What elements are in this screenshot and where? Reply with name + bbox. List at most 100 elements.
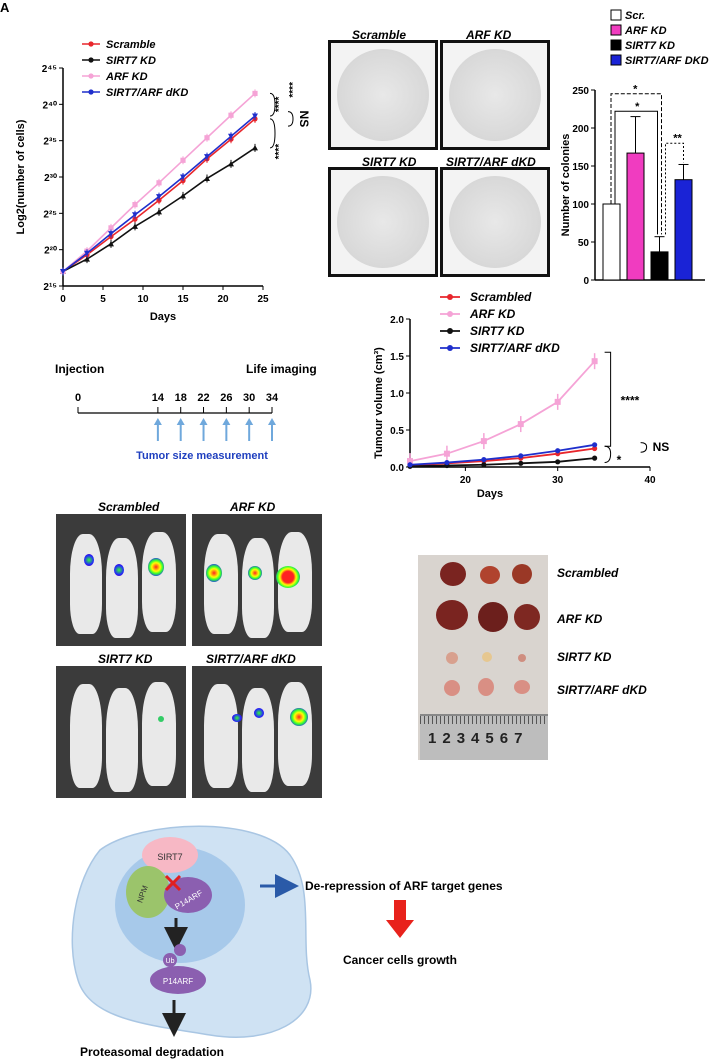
imaging-label-arf: ARF KD	[230, 500, 276, 514]
timeline-arrowhead	[153, 418, 162, 425]
degradation-text: Proteasomal degradation	[80, 1045, 224, 1059]
sig-label: ****	[274, 96, 285, 112]
y-tick-label: 0.0	[390, 463, 404, 474]
sig-label: *	[635, 101, 640, 113]
data-point	[518, 460, 524, 466]
tumor	[482, 652, 492, 662]
timeline-arrowhead	[176, 418, 185, 425]
plate-label-arf: ARF KD	[466, 28, 512, 42]
imaging-photo-dkd	[192, 666, 322, 798]
y-tick-label: 0.5	[390, 426, 404, 437]
data-point	[204, 175, 210, 181]
sig-label: ****	[621, 393, 640, 407]
ub-label: Ub	[166, 958, 175, 965]
data-point	[517, 421, 524, 428]
legend-marker	[447, 294, 453, 300]
sig-bracket	[604, 351, 612, 447]
timeline-tick-label: 34	[266, 392, 279, 404]
imaging-label-sirt7: SIRT7 KD	[98, 652, 153, 666]
series-line	[409, 457, 595, 468]
y-tick-label: 2¹⁵	[43, 282, 57, 293]
timeline-end-label: Life imaging	[246, 362, 317, 376]
data-point	[592, 445, 598, 452]
imaging-photo-arf	[192, 514, 322, 646]
data-point	[443, 450, 450, 457]
y-tick-label: 1.5	[390, 352, 404, 363]
data-point	[132, 202, 138, 208]
tumor	[512, 564, 532, 584]
x-tick-label: 15	[177, 294, 189, 305]
sig-bracket	[269, 92, 276, 117]
legend-label: Scr.	[625, 10, 645, 22]
blocked-cross-icon	[164, 874, 182, 892]
x-tick-label: 20	[460, 475, 472, 486]
data-point	[180, 157, 186, 163]
sig-label: **	[673, 133, 682, 145]
tumor	[478, 602, 508, 632]
sig-label: ****	[274, 144, 285, 160]
data-point	[252, 90, 258, 97]
sig-bracket	[269, 118, 276, 149]
data-point	[180, 192, 186, 199]
legend-marker	[447, 328, 453, 334]
cancer-growth-text: Cancer cells growth	[343, 953, 457, 967]
data-point	[555, 448, 561, 454]
sirt7-protein	[142, 837, 198, 873]
timeline-start-label: Injection	[55, 362, 104, 376]
x-tick-label: 0	[60, 294, 66, 305]
legend-label: ARF KD	[469, 307, 516, 321]
tumor	[440, 562, 466, 586]
x-tick-label: 30	[552, 475, 564, 486]
tumor	[518, 654, 526, 662]
colony-plate-sirt7	[328, 167, 438, 277]
timeline-tick-label: 30	[243, 392, 255, 404]
imaging-label-scrambled: Scrambled	[98, 500, 160, 514]
sig-bracket	[665, 142, 684, 235]
imaging-label-dkd: SIRT7/ARF dKD	[206, 652, 296, 666]
data-point	[481, 462, 487, 468]
data-point	[555, 459, 561, 465]
y-axis-label: Tumour volume (cm³)	[373, 347, 385, 459]
legend-marker	[88, 89, 94, 95]
ruler: 1234567	[420, 714, 548, 760]
ub-tag	[174, 944, 186, 956]
timeline-caption: Tumor size measurement	[136, 450, 268, 462]
data-point	[592, 442, 598, 448]
ruler-number: 1	[428, 730, 443, 747]
sirt7-label: SIRT7	[157, 852, 182, 862]
tumor	[514, 680, 530, 694]
legend-swatch	[610, 54, 622, 66]
legend-marker	[88, 41, 94, 47]
tumor-label-scrambled: Scrambled	[557, 566, 619, 580]
legend-label: Scramble	[106, 39, 156, 51]
legend-marker	[447, 311, 453, 317]
data-point	[84, 250, 90, 257]
p14arf-lower-label: P14ARF	[163, 977, 193, 986]
ruler-number: 7	[514, 730, 529, 747]
y-tick-label: 2³⁰	[44, 173, 57, 184]
ruler-number: 5	[485, 730, 500, 747]
y-tick-label: 0	[583, 276, 589, 287]
y-tick-label: 2³⁵	[43, 137, 57, 148]
legend-marker	[88, 73, 94, 79]
data-point	[180, 174, 186, 180]
sig-label: ****	[288, 82, 299, 98]
legend-swatch	[610, 39, 622, 51]
data-point	[60, 268, 66, 275]
data-point	[156, 180, 162, 186]
ruler-number: 4	[471, 730, 486, 747]
sig-label: NS	[297, 111, 311, 128]
plate-label-scramble: Scramble	[352, 28, 407, 42]
plate-label-dkd: SIRT7/ARF dKD	[446, 155, 536, 169]
tumor-label-sirt7: SIRT7 KD	[557, 650, 612, 664]
imaging-photo-sirt7	[56, 666, 186, 798]
tumour-volume-chart: 0.0 0.5 1.0 1.5 2.0 20 30 40 Days Tumour volume (…	[373, 290, 669, 500]
y-tick-label: 2.0	[390, 315, 404, 326]
data-point	[518, 453, 524, 459]
timeline-tick-label: 18	[175, 392, 187, 404]
tumor-label-arf: ARF KD	[557, 612, 603, 626]
colony-plate-arf	[440, 40, 550, 150]
bar	[650, 251, 669, 281]
x-axis-label: Days	[150, 311, 176, 323]
data-point	[252, 144, 258, 151]
